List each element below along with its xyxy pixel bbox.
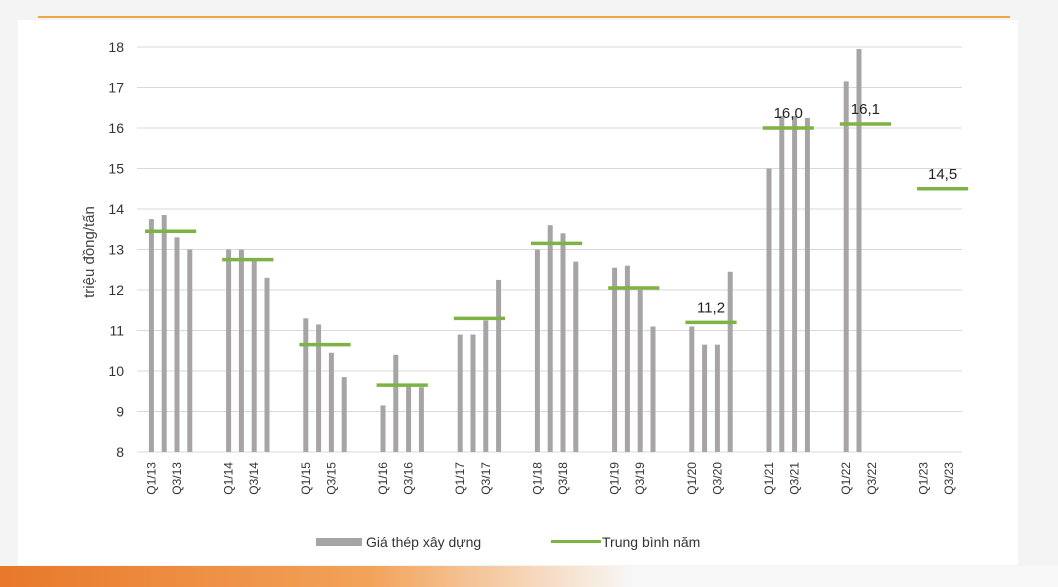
y-axis-ticks: 8 9 10 11 12 13 14 15 16 17 18 bbox=[108, 39, 124, 460]
y-tick-label: 17 bbox=[108, 80, 124, 96]
y-axis-label: triệu đồng/tấn bbox=[81, 206, 98, 298]
y-tick-label: 18 bbox=[108, 39, 124, 55]
price-bar bbox=[689, 326, 695, 452]
y-tick-label: 16 bbox=[108, 120, 124, 136]
price-bar bbox=[380, 405, 386, 452]
x-tick-label: Q1/18 bbox=[530, 462, 544, 495]
legend-avg-label: Trung bình năm bbox=[602, 534, 700, 550]
price-bar bbox=[161, 215, 167, 452]
x-tick-label: Q1/16 bbox=[376, 462, 390, 495]
x-tick-label: Q3/17 bbox=[479, 462, 493, 495]
price-bar bbox=[766, 168, 772, 452]
x-tick-label: Q3/19 bbox=[633, 462, 647, 495]
price-bar bbox=[534, 249, 540, 452]
y-tick-label: 14 bbox=[108, 201, 124, 217]
x-tick-label: Q3/23 bbox=[942, 462, 956, 495]
price-bars bbox=[148, 49, 862, 453]
average-value-label: 14,5 bbox=[928, 166, 957, 183]
legend-bar-swatch bbox=[316, 538, 362, 546]
y-tick-label: 9 bbox=[116, 404, 124, 420]
y-tick-label: 12 bbox=[108, 282, 124, 298]
x-tick-label: Q1/22 bbox=[839, 462, 853, 495]
price-bar bbox=[702, 344, 708, 452]
price-bar bbox=[714, 344, 720, 452]
price-bar bbox=[804, 117, 810, 452]
price-bar bbox=[264, 277, 270, 452]
price-bar bbox=[496, 279, 502, 452]
price-bar bbox=[650, 326, 656, 452]
price-bar bbox=[341, 377, 347, 452]
legend-avg-swatch bbox=[551, 540, 601, 543]
price-bar bbox=[856, 49, 862, 453]
x-tick-label: Q1/23 bbox=[916, 462, 930, 495]
x-tick-label: Q1/21 bbox=[762, 462, 776, 495]
price-bar bbox=[328, 352, 334, 452]
price-bar bbox=[637, 290, 643, 452]
price-bar bbox=[483, 320, 489, 452]
price-bar bbox=[393, 354, 399, 452]
price-bar bbox=[148, 219, 154, 452]
price-bar bbox=[547, 225, 553, 452]
y-tick-label: 15 bbox=[108, 161, 124, 177]
price-bar bbox=[624, 265, 630, 452]
x-tick-label: Q3/21 bbox=[788, 462, 802, 495]
footer-accent-band bbox=[0, 566, 1058, 587]
price-bar bbox=[727, 271, 733, 452]
x-tick-label: Q3/22 bbox=[865, 462, 879, 495]
legend: Giá thép xây dựng Trung bình năm bbox=[316, 534, 700, 550]
x-tick-label: Q3/13 bbox=[170, 462, 184, 495]
x-tick-label: Q1/20 bbox=[685, 462, 699, 495]
average-value-label: 16,1 bbox=[851, 101, 880, 118]
price-bar bbox=[457, 334, 463, 452]
x-tick-label: Q1/17 bbox=[453, 462, 467, 495]
price-bar bbox=[251, 259, 257, 452]
price-bar bbox=[226, 249, 232, 452]
x-tick-label: Q3/18 bbox=[556, 462, 570, 495]
price-bar bbox=[792, 115, 798, 452]
x-tick-label: Q3/15 bbox=[324, 462, 338, 495]
chart-panel bbox=[18, 20, 1018, 565]
x-axis-ticks: Q1/13 Q3/13 Q1/14 Q3/14 Q1/15 Q3/15 Q1/16 Q3/16… bbox=[144, 462, 956, 495]
price-bar bbox=[238, 249, 244, 452]
average-value-label: 11,2 bbox=[697, 299, 725, 316]
x-tick-label: Q3/16 bbox=[402, 462, 416, 495]
price-bar bbox=[187, 249, 193, 452]
y-tick-label: 11 bbox=[109, 323, 124, 339]
price-bar bbox=[316, 324, 322, 452]
x-tick-label: Q1/13 bbox=[144, 462, 158, 495]
x-tick-label: Q1/14 bbox=[222, 462, 236, 495]
price-bar bbox=[418, 387, 424, 452]
price-bar bbox=[573, 261, 579, 452]
price-bar bbox=[470, 334, 476, 452]
header-accent-line bbox=[38, 16, 1010, 18]
price-bar bbox=[779, 115, 785, 452]
price-bar bbox=[174, 237, 180, 452]
x-tick-label: Q3/20 bbox=[710, 462, 724, 495]
y-tick-label: 8 bbox=[116, 444, 124, 460]
x-tick-label: Q1/19 bbox=[608, 462, 622, 495]
price-bar bbox=[843, 81, 849, 453]
average-value-label: 16,0 bbox=[774, 105, 803, 122]
x-tick-label: Q3/14 bbox=[247, 462, 261, 495]
price-bar bbox=[612, 267, 618, 452]
y-tick-label: 10 bbox=[108, 363, 124, 379]
price-bar bbox=[406, 385, 412, 452]
price-bar bbox=[560, 233, 566, 452]
x-tick-label: Q1/15 bbox=[299, 462, 313, 495]
annual-average-lines bbox=[145, 122, 969, 387]
price-bar bbox=[303, 318, 309, 452]
average-annotations: 11,2 16,0 16,1 14,5 bbox=[697, 101, 957, 316]
legend-bar-label: Giá thép xây dựng bbox=[366, 534, 481, 550]
y-tick-label: 13 bbox=[108, 242, 124, 258]
